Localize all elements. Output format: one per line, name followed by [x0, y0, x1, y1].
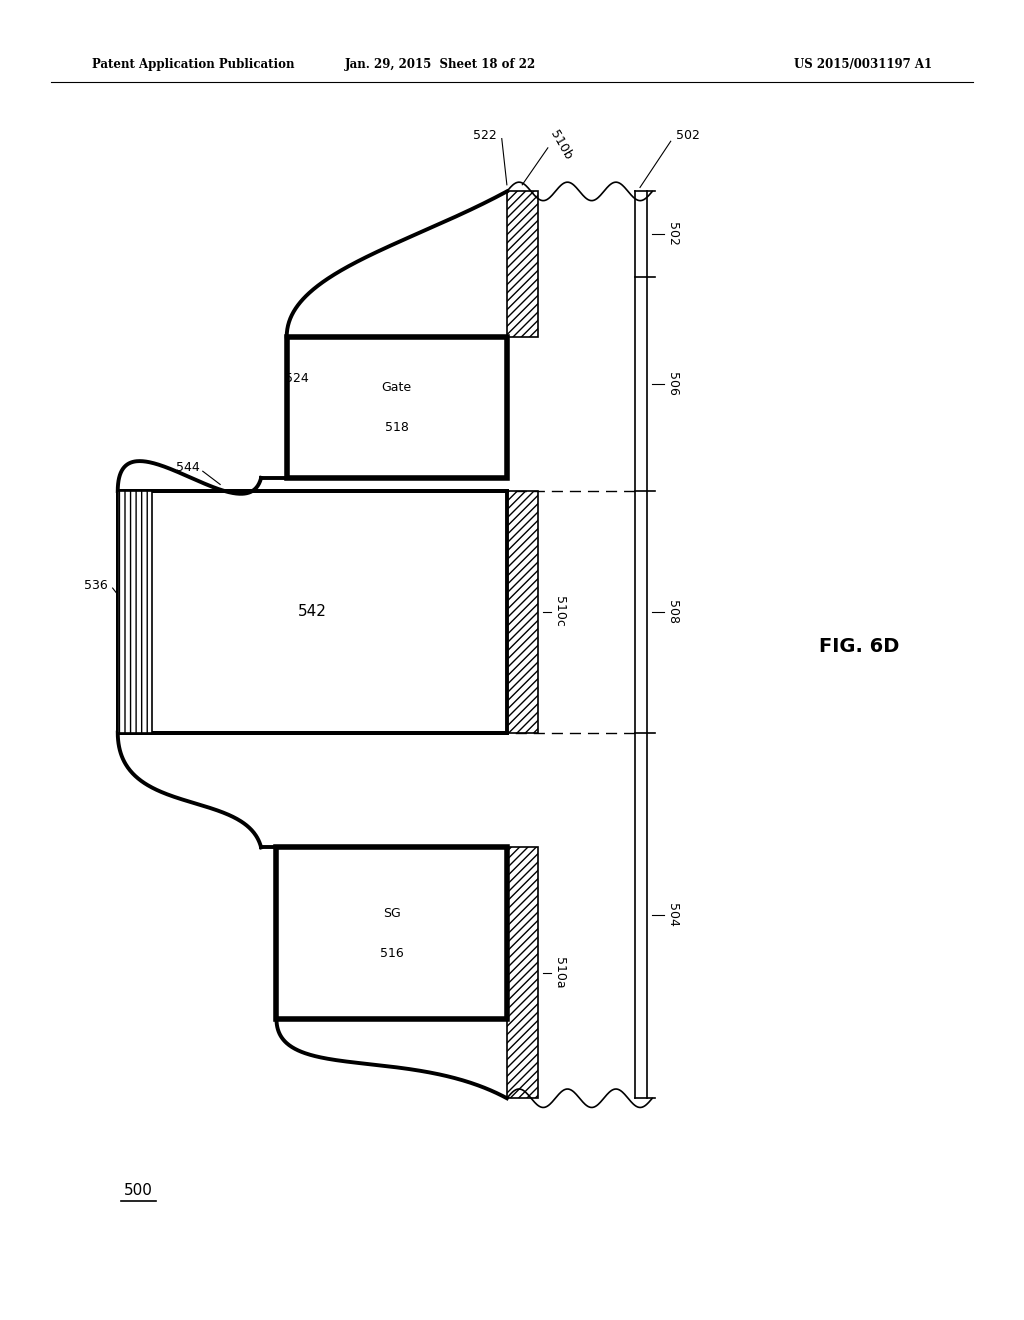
Text: SG: SG	[383, 907, 400, 920]
Bar	[118, 491, 152, 733]
Bar	[507, 491, 538, 733]
Text: 510b: 510b	[548, 128, 574, 162]
Text: 536: 536	[84, 579, 108, 591]
Text: 504: 504	[666, 903, 679, 928]
Text: 524: 524	[285, 372, 309, 385]
Bar	[507, 847, 538, 1098]
Text: Gate: Gate	[382, 381, 412, 393]
Text: 544: 544	[176, 461, 200, 474]
Text: 506: 506	[666, 372, 679, 396]
Text: 542: 542	[298, 605, 327, 619]
Bar	[287, 337, 507, 478]
Text: 510c: 510c	[553, 597, 566, 627]
Text: 516: 516	[380, 946, 403, 960]
Bar	[118, 491, 507, 733]
Text: 500: 500	[124, 1183, 153, 1199]
Text: 502: 502	[676, 129, 699, 143]
Text: 508: 508	[666, 599, 679, 624]
Bar	[507, 191, 538, 337]
Text: 522: 522	[473, 129, 497, 143]
Text: FIG. 6D: FIG. 6D	[819, 638, 899, 656]
Text: 510a: 510a	[553, 957, 566, 989]
Text: US 2015/0031197 A1: US 2015/0031197 A1	[794, 58, 932, 71]
Text: 518: 518	[385, 421, 409, 433]
Bar	[276, 847, 507, 1019]
Text: Patent Application Publication: Patent Application Publication	[92, 58, 295, 71]
Text: Jan. 29, 2015  Sheet 18 of 22: Jan. 29, 2015 Sheet 18 of 22	[345, 58, 536, 71]
Text: 502: 502	[666, 222, 679, 247]
